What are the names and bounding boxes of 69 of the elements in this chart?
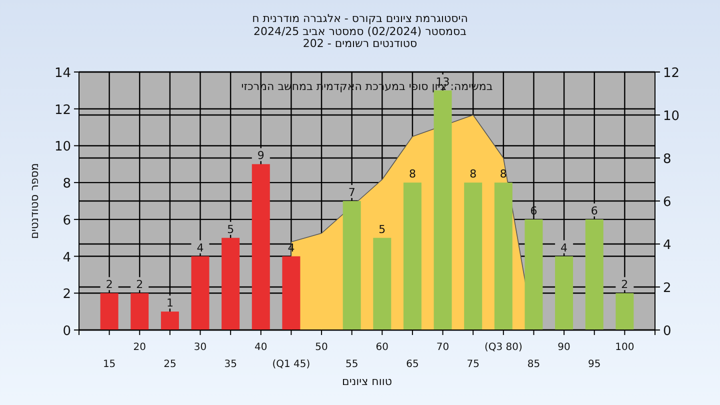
y-tick-label: 12: [54, 102, 71, 118]
y2-tick-label: 6: [663, 195, 672, 210]
text: סטודנטים רשומים - 202: [302, 37, 418, 50]
x-tick-label: 35: [224, 359, 237, 370]
y-tick-label: 0: [62, 324, 71, 339]
y2-tick-label: 0: [663, 324, 672, 339]
x-tick-label: 60: [376, 342, 389, 353]
bar: [282, 256, 300, 330]
bar: [342, 201, 361, 330]
y-tick-label: 10: [54, 140, 71, 155]
x-tick-label: 85: [527, 359, 540, 370]
x-tick-label: 30: [194, 342, 207, 353]
bar: [373, 238, 392, 330]
bar: [464, 182, 482, 330]
data-label: 4: [288, 241, 295, 254]
y2-tick-label: 4: [663, 238, 672, 253]
x-tick-label: 100: [615, 342, 634, 353]
data-label: 5: [378, 222, 386, 236]
bar: [555, 256, 574, 330]
x-tick-label: 65: [406, 359, 419, 370]
x-tick-label: 15: [102, 359, 116, 370]
bar: [585, 219, 604, 330]
y-tick-label: 8: [62, 176, 71, 192]
chart-title: היסטוגרמת ציונים בקורס - אלגברה מודרנית ח: [252, 12, 468, 25]
x-tick-label: 40: [254, 342, 268, 353]
data-label: 2: [621, 278, 628, 292]
data-label: 7: [348, 186, 356, 199]
bar: [100, 293, 118, 330]
x-tick-label: (Q3 80): [484, 342, 522, 353]
x-tick-label: 95: [588, 359, 601, 370]
y-tick-label: 14: [54, 66, 71, 81]
bar: [403, 182, 422, 330]
x-axis-title: טווח ציונים: [342, 375, 392, 388]
data-label: 2: [136, 278, 144, 292]
data-label: 5: [227, 222, 234, 236]
bar: [616, 293, 634, 330]
bar: [252, 164, 270, 330]
text: בסמסטר (02/2024) סמסטר אביב 2024/25: [253, 25, 467, 38]
y2-tick-label: 10: [663, 109, 680, 124]
data-label: 2: [106, 278, 113, 292]
bar: [160, 312, 179, 330]
bar: [191, 256, 210, 330]
data-label: 8: [408, 168, 416, 181]
y-tick-label: 6: [62, 213, 71, 228]
y2-tick-label: 2: [663, 281, 672, 296]
y-axis-title: מספר סטודנטים: [28, 163, 41, 239]
data-label: 1: [166, 296, 174, 310]
data-label: 9: [257, 149, 264, 162]
y2-tick-label: 8: [663, 152, 672, 167]
x-tick-label: 25: [164, 359, 176, 370]
bar: [524, 219, 543, 330]
x-tick-label: 55: [345, 359, 358, 370]
data-label: 4: [196, 241, 204, 254]
bar: [130, 293, 149, 330]
x-tick-label: 75: [466, 359, 480, 370]
data-label: 4: [560, 241, 568, 254]
x-tick-label: 50: [315, 342, 328, 353]
data-label: 8: [500, 168, 507, 181]
data-label: 6: [590, 204, 598, 218]
y-tick-label: 4: [62, 250, 71, 266]
x-tick-label: 90: [558, 342, 570, 353]
x-tick-label: (Q1 45): [272, 359, 310, 370]
y2-tick-label: 12: [663, 66, 680, 81]
bar: [494, 182, 512, 330]
y-tick-label: 2: [62, 287, 71, 302]
x-tick-label: 20: [133, 342, 146, 353]
bar: [222, 238, 240, 330]
x-tick-label: 70: [436, 342, 450, 353]
data-label: 8: [470, 168, 477, 181]
